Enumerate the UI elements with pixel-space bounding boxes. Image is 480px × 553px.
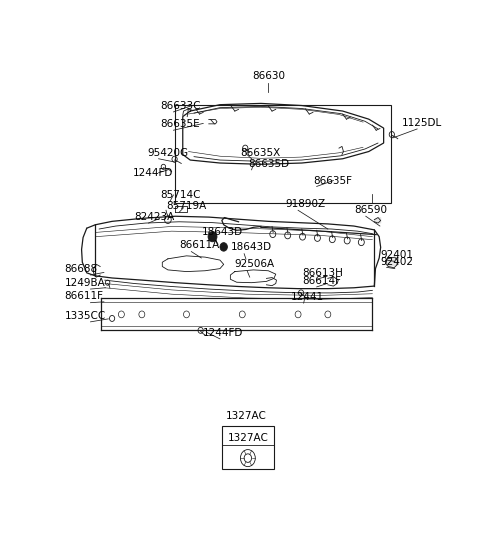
Text: 86630: 86630 xyxy=(252,71,285,81)
Bar xyxy=(222,426,274,469)
Text: 91890Z: 91890Z xyxy=(285,199,325,209)
Text: 86614F: 86614F xyxy=(302,275,342,286)
Text: 92506A: 92506A xyxy=(234,259,274,269)
Text: 1125DL: 1125DL xyxy=(401,118,442,128)
Polygon shape xyxy=(374,217,381,223)
Text: 85714C: 85714C xyxy=(160,190,201,201)
Text: 1335CC: 1335CC xyxy=(64,311,106,321)
Text: 18643D: 18643D xyxy=(202,227,243,237)
Text: 86635E: 86635E xyxy=(160,119,200,129)
Text: 12441: 12441 xyxy=(290,292,324,302)
Circle shape xyxy=(208,232,217,242)
Text: 85719A: 85719A xyxy=(166,201,206,211)
Text: 86611F: 86611F xyxy=(64,291,104,301)
Bar xyxy=(175,105,391,202)
Text: 1327AC: 1327AC xyxy=(228,433,268,443)
Text: 86590: 86590 xyxy=(354,205,387,216)
Text: 86611A: 86611A xyxy=(179,241,219,251)
Text: 86635F: 86635F xyxy=(313,176,352,186)
Text: 82423A: 82423A xyxy=(134,212,175,222)
Circle shape xyxy=(220,243,228,251)
Text: 86613H: 86613H xyxy=(302,268,343,278)
Text: 18643D: 18643D xyxy=(231,242,272,252)
Text: 92401: 92401 xyxy=(381,250,414,260)
Text: 92402: 92402 xyxy=(381,257,414,267)
Text: 1244FD: 1244FD xyxy=(132,168,173,178)
Text: 1244FD: 1244FD xyxy=(203,327,243,337)
Text: 86688: 86688 xyxy=(64,264,97,274)
Text: 86635X: 86635X xyxy=(240,148,281,158)
Text: 86633C: 86633C xyxy=(160,101,201,111)
Polygon shape xyxy=(387,257,398,267)
Text: 86635D: 86635D xyxy=(248,159,289,169)
Text: 95420G: 95420G xyxy=(147,148,189,158)
Text: 1327AC: 1327AC xyxy=(226,411,266,421)
Text: 1249BA: 1249BA xyxy=(64,278,105,288)
